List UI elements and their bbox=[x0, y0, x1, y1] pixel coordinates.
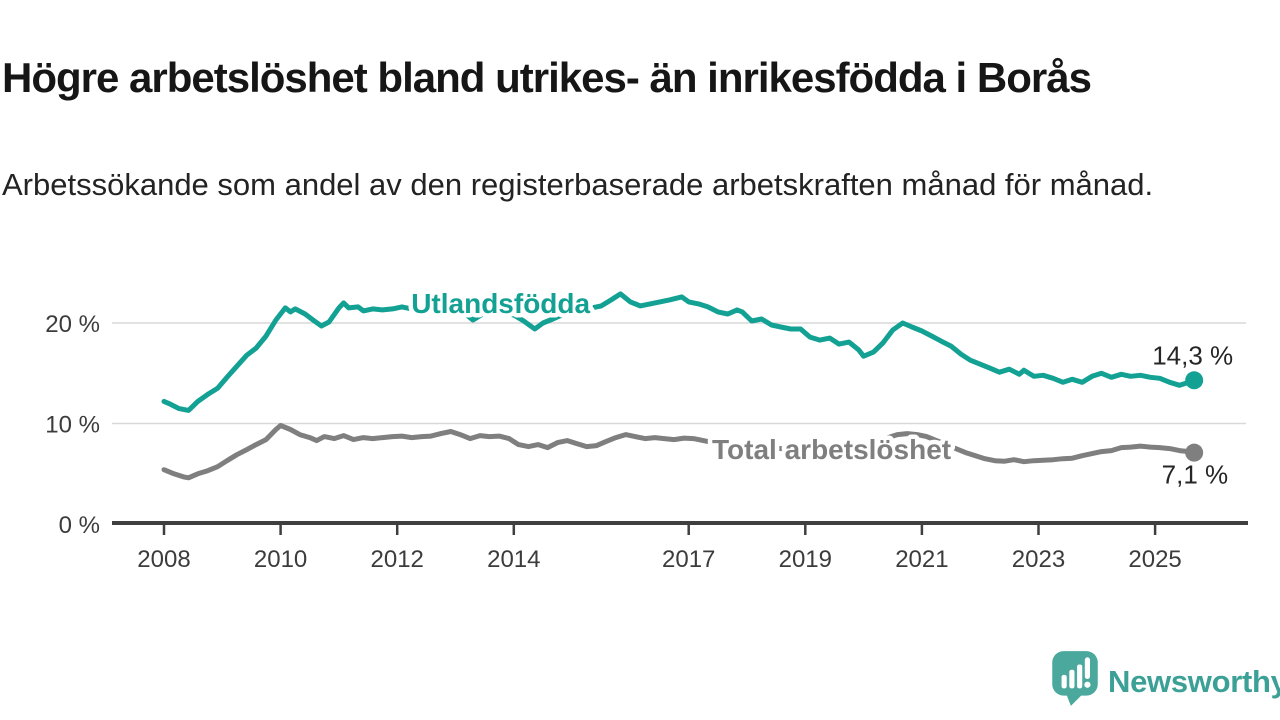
newsworthy-logo-icon bbox=[1052, 651, 1098, 706]
x-axis-label-2025: 2025 bbox=[1128, 546, 1181, 573]
end-value-label-utlandsfodda: 14,3 % bbox=[1152, 340, 1233, 370]
logo-bubble bbox=[1052, 651, 1098, 696]
x-axis-label-2021: 2021 bbox=[895, 546, 948, 573]
logo-exclamation-dot bbox=[1084, 681, 1091, 688]
x-axis-label-2017: 2017 bbox=[662, 546, 715, 573]
logo-bar-3 bbox=[1077, 664, 1083, 689]
x-axis-label-2014: 2014 bbox=[487, 546, 540, 573]
logo-bar-2 bbox=[1069, 669, 1075, 689]
page-title: Högre arbetslöshet bland utrikes- än inr… bbox=[2, 54, 1092, 102]
brand-wordmark: Newsworthy bbox=[1108, 664, 1280, 699]
y-axis-label-20: 20 % bbox=[45, 311, 100, 338]
series-end-dot-total bbox=[1185, 443, 1204, 462]
x-axis-label-2019: 2019 bbox=[779, 546, 832, 573]
logo-exclamation-stem bbox=[1084, 657, 1090, 680]
x-axis-label-2008: 2008 bbox=[137, 546, 190, 573]
series-line-utlandsfodda bbox=[161, 291, 1197, 413]
x-axis-label-2010: 2010 bbox=[254, 546, 307, 573]
end-value-label-total: 7,1 % bbox=[1162, 460, 1229, 490]
y-axis-label-10: 10 % bbox=[45, 412, 100, 439]
logo-bar-1 bbox=[1061, 674, 1067, 689]
series-label-utlandsfodda: Utlandsfödda bbox=[411, 288, 590, 319]
logo-bubble-tail bbox=[1065, 692, 1085, 706]
series-end-dot-utlandsfodda bbox=[1185, 371, 1204, 390]
series-line-total bbox=[161, 423, 1197, 481]
series-label-total: Total arbetslöshet bbox=[712, 434, 951, 465]
x-axis-label-2012: 2012 bbox=[371, 546, 424, 573]
x-axis-label-2023: 2023 bbox=[1012, 546, 1065, 573]
chart-subtitle: Arbetssökande som andel av den registerb… bbox=[2, 167, 1154, 202]
y-axis-label-0: 0 % bbox=[59, 512, 100, 539]
